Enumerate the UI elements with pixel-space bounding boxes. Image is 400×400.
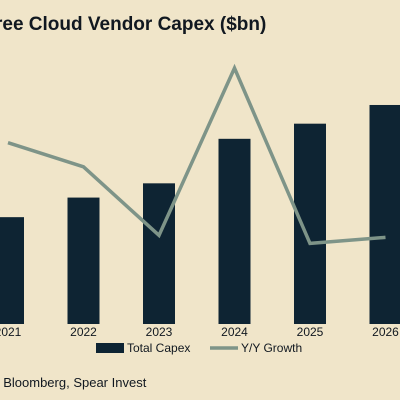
x-tick-2026: 2026 — [372, 325, 399, 339]
x-tick-2021: 2021 — [0, 325, 22, 339]
x-tick-2022: 2022 — [70, 325, 97, 339]
bar-2026 — [369, 104, 400, 324]
legend-label-total-capex: Total Capex — [127, 341, 190, 355]
bar-2024 — [218, 138, 251, 324]
chart-title: ree Cloud Vendor Capex ($bn) — [0, 14, 267, 35]
legend-swatch-total-capex — [96, 343, 124, 353]
bar-2022 — [67, 197, 100, 324]
bar-2021 — [0, 217, 24, 324]
bar-2025 — [294, 123, 326, 324]
source-note: : Bloomberg, Spear Invest — [0, 375, 147, 390]
x-tick-2025: 2025 — [297, 325, 324, 339]
x-tick-2024: 2024 — [221, 325, 248, 339]
x-tick-2023: 2023 — [146, 325, 173, 339]
yy-growth-line — [7, 63, 386, 246]
bar-2023 — [143, 183, 175, 324]
legend-label-yy-growth: Y/Y Growth — [241, 341, 302, 355]
